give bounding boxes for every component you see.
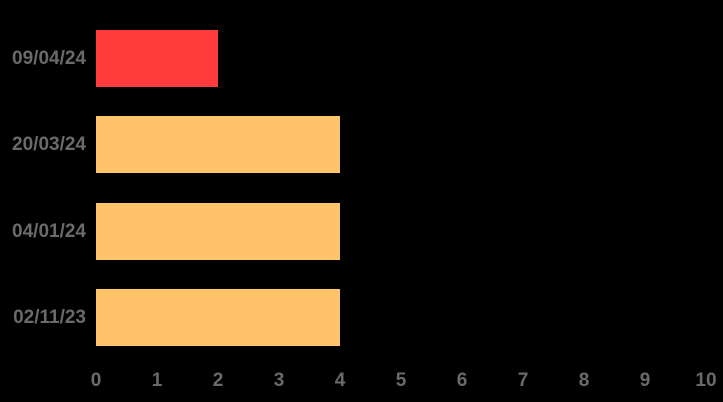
x-axis-tick-label: 3 bbox=[273, 370, 285, 391]
bar[interactable] bbox=[96, 30, 218, 87]
y-axis-label: 09/04/24 bbox=[12, 48, 86, 69]
bar[interactable] bbox=[96, 289, 340, 346]
x-axis-tick-label: 10 bbox=[695, 370, 717, 391]
bar[interactable] bbox=[96, 203, 340, 260]
x-axis-tick-label: 0 bbox=[90, 370, 102, 391]
bar[interactable] bbox=[96, 116, 340, 173]
x-axis-tick-label: 8 bbox=[578, 370, 590, 391]
y-axis-label: 04/01/24 bbox=[12, 221, 86, 242]
x-axis-tick-label: 2 bbox=[212, 370, 224, 391]
x-axis-tick-label: 1 bbox=[151, 370, 163, 391]
y-axis-label: 02/11/23 bbox=[13, 307, 86, 328]
x-axis-tick-label: 7 bbox=[517, 370, 529, 391]
x-axis-tick-label: 5 bbox=[395, 370, 407, 391]
x-axis-tick-label: 4 bbox=[334, 370, 346, 391]
y-axis-label: 20/03/24 bbox=[12, 134, 86, 155]
x-axis-tick-label: 9 bbox=[639, 370, 651, 391]
x-axis-tick-label: 6 bbox=[456, 370, 468, 391]
